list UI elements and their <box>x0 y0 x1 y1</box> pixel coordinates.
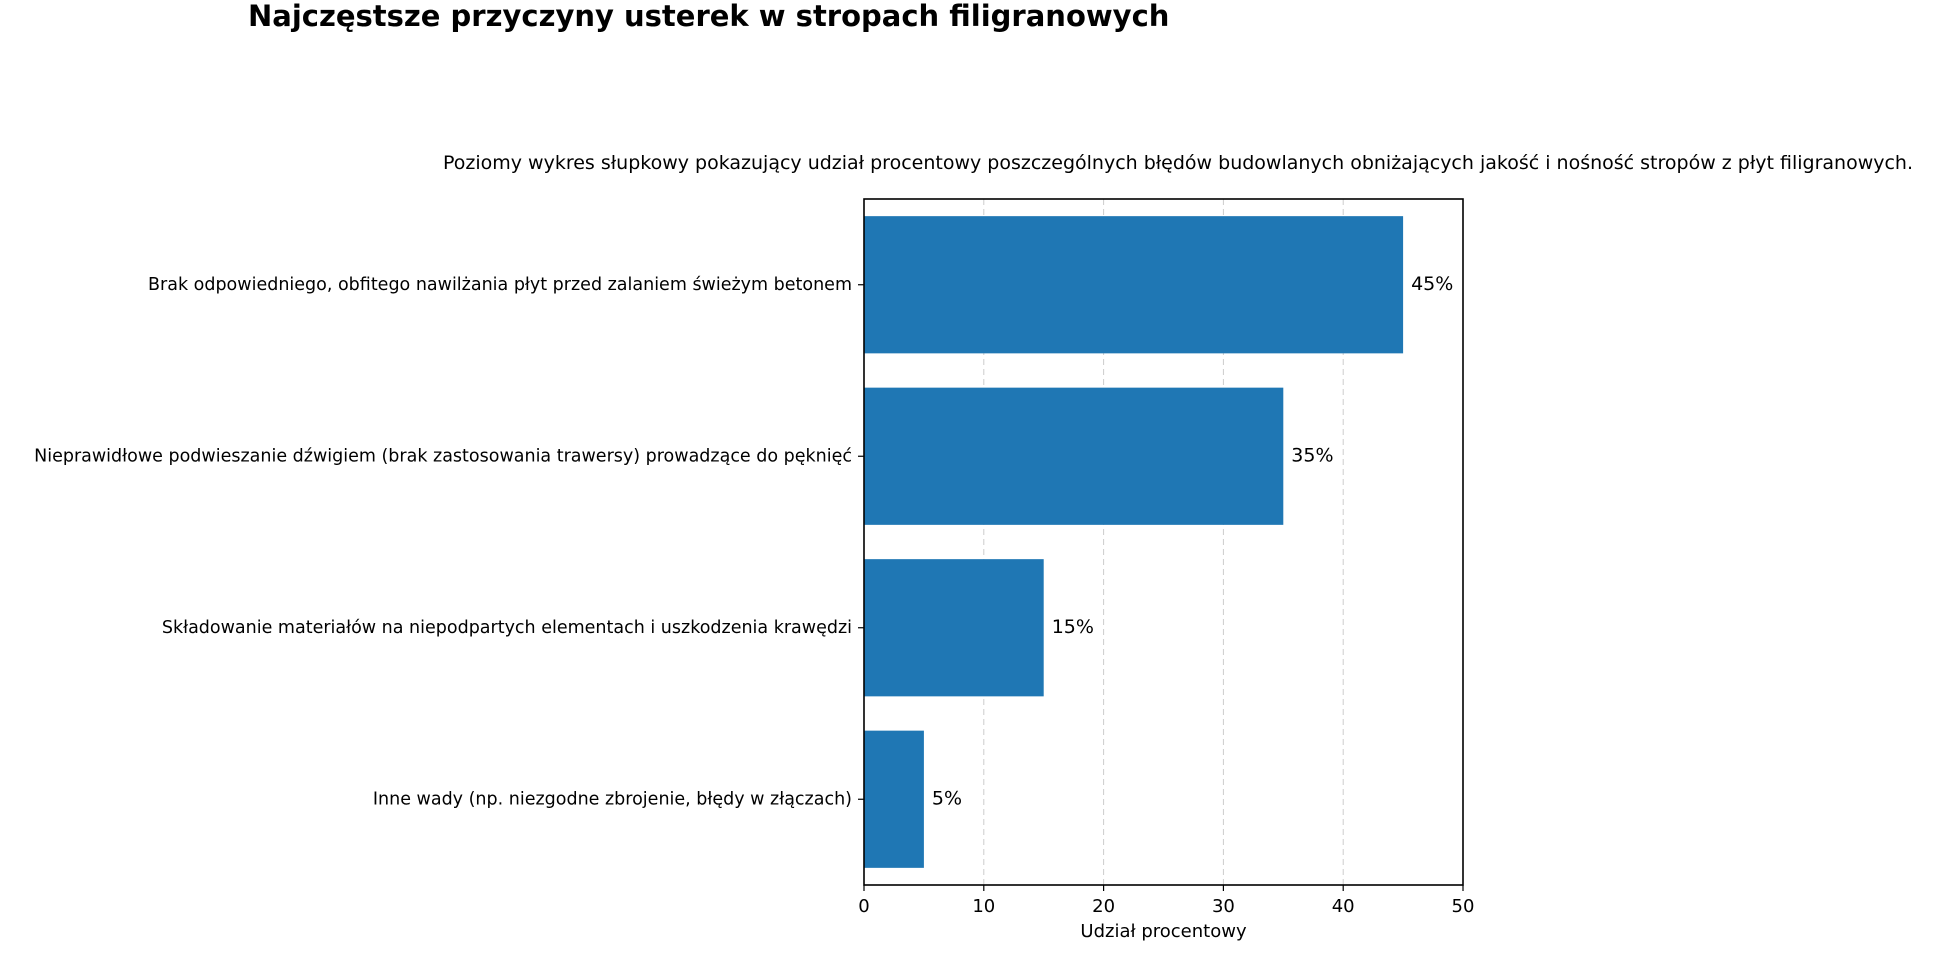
bars <box>864 216 1404 868</box>
x-tick-label: 40 <box>1332 896 1355 917</box>
data-label: 45% <box>1411 273 1453 295</box>
data-label: 35% <box>1291 444 1333 466</box>
x-tick-label: 20 <box>1092 896 1115 917</box>
x-tick-label: 0 <box>858 896 869 917</box>
plot-frame <box>863 198 1464 886</box>
bar <box>864 559 1044 697</box>
data-labels: 45% 35% 15% 5% <box>932 273 1453 810</box>
chart-title: Najczęstsze przyczyny usterek w stropach… <box>248 0 1169 33</box>
category-labels: Brak odpowiedniego, obfitego nawilżania … <box>34 275 864 809</box>
x-axis-label: Udział procentowy <box>1080 921 1247 942</box>
bar <box>864 216 1404 354</box>
category-label: Inne wady (np. niezgodne zbrojenie, błęd… <box>373 789 852 809</box>
category-label: Brak odpowiedniego, obfitego nawilżania … <box>148 275 852 295</box>
x-tick-label: 50 <box>1452 896 1475 917</box>
category-label: Składowanie materiałów na niepodpartych … <box>162 618 852 638</box>
data-label: 15% <box>1052 616 1094 638</box>
x-axis-ticks: 0 10 20 30 40 50 <box>858 885 1474 917</box>
bar <box>864 387 1284 525</box>
category-label: Nieprawidłowe podwieszanie dźwigiem (bra… <box>34 446 852 466</box>
x-tick-label: 30 <box>1212 896 1235 917</box>
bar <box>864 730 924 868</box>
data-label: 5% <box>932 787 962 809</box>
x-tick-label: 10 <box>972 896 995 917</box>
chart-subtitle: Poziomy wykres słupkowy pokazujący udzia… <box>443 152 1913 174</box>
